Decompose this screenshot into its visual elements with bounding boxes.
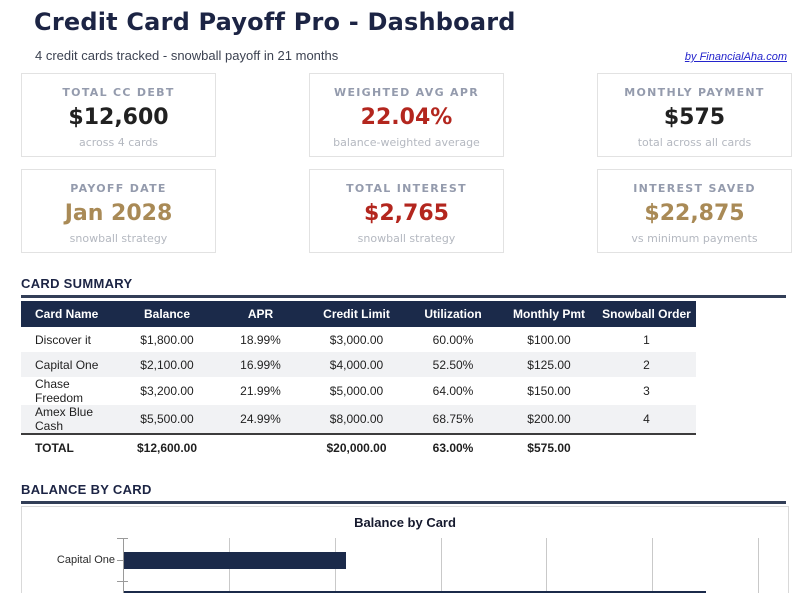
table-row: Discover it $1,800.00 18.99% $3,000.00 60.00… xyxy=(21,327,696,352)
table-cell: $2,100.00 xyxy=(140,357,194,372)
table-cell: $5,000.00 xyxy=(329,384,384,398)
table-cell: $100.00 xyxy=(527,332,571,347)
chart-title: Balance by Card xyxy=(354,515,456,530)
metric-subtext: across 4 cards xyxy=(78,136,159,149)
table-cell: 4 xyxy=(643,412,650,426)
chart-gridline xyxy=(652,538,653,593)
balance-by-card-chart: Balance by Card Capital OneAmex Blue Cas… xyxy=(21,506,789,593)
chart-y-tick xyxy=(117,581,128,582)
metric-label: WEIGHTED AVG APR xyxy=(334,86,479,99)
table-cell: 21.99% xyxy=(240,384,281,398)
metric-value: $12,600 xyxy=(68,105,169,130)
table-cell: $3,200.00 xyxy=(140,384,194,398)
table-header-row: Card Name Balance APR Credit Limit Utilizati… xyxy=(21,301,696,327)
metric-label: TOTAL INTEREST xyxy=(346,182,467,195)
metric-subtext: total across all cards xyxy=(637,136,752,149)
metrics-grid: TOTAL CC DEBT $12,600 across 4 cards WEI… xyxy=(21,73,792,253)
column-header: Snowball Order xyxy=(597,301,696,327)
chart-bar xyxy=(124,552,346,569)
table-cell: Amex Blue Cash xyxy=(35,405,94,433)
table-cell: 18.99% xyxy=(240,332,281,347)
table-cell: 68.75% xyxy=(432,412,474,426)
table-row: Amex Blue Cash $5,500.00 24.99% $8,000.00 68… xyxy=(21,405,696,434)
total-cell: $20,000.00 xyxy=(308,433,405,460)
metric-subtext: balance-weighted average xyxy=(333,136,480,149)
table-cell: Discover it xyxy=(35,332,92,347)
table-cell: Capital One xyxy=(35,357,99,372)
table-cell: $150.00 xyxy=(527,384,571,398)
table-cell: $4,000.00 xyxy=(329,357,384,372)
metric-subtext: snowball strategy xyxy=(357,232,456,245)
chart-bar xyxy=(124,591,706,593)
column-header: APR xyxy=(213,301,308,327)
metric-subtext: snowball strategy xyxy=(69,232,168,245)
table-cell: 64.00% xyxy=(432,384,474,398)
table-cell: 3 xyxy=(643,384,650,398)
table-cell: $200.00 xyxy=(527,412,571,426)
metric-label: INTEREST SAVED xyxy=(633,182,756,195)
metric-value: $2,765 xyxy=(364,201,449,226)
table-cell: $8,000.00 xyxy=(329,412,384,426)
table-row: Capital One $2,100.00 16.99% $4,000.00 52.50… xyxy=(21,352,696,377)
section-heading-balance-by-card: BALANCE BY CARD xyxy=(21,482,152,497)
column-header: Credit Limit xyxy=(308,301,405,327)
metric-card-interest-saved: INTEREST SAVED $22,875 vs minimum paymen… xyxy=(597,169,792,253)
table-cell: $3,000.00 xyxy=(329,332,384,347)
metric-label: TOTAL CC DEBT xyxy=(62,86,175,99)
metric-card-payoff-date: PAYOFF DATE Jan 2028 snowball strategy xyxy=(21,169,216,253)
page-title: Credit Card Payoff Pro - Dashboard xyxy=(34,8,516,36)
total-cell xyxy=(597,433,696,460)
metric-card-total-interest: TOTAL INTEREST $2,765 snowball strategy xyxy=(309,169,504,253)
table-cell: 24.99% xyxy=(240,412,281,426)
table-cell: 1 xyxy=(643,332,650,347)
total-cell xyxy=(213,433,308,460)
table-total-row: TOTAL $12,600.00 $20,000.00 63.00% $575.00 xyxy=(21,433,696,460)
metric-value: 22.04% xyxy=(360,105,453,130)
card-summary-table: Card Name Balance APR Credit Limit Utilizati… xyxy=(21,301,696,460)
header-subrow: 4 credit cards tracked - snowball payoff… xyxy=(35,48,787,63)
section-divider xyxy=(21,501,786,504)
chart-gridline xyxy=(441,538,442,593)
table-cell: 60.00% xyxy=(432,332,474,347)
total-cell: $575.00 xyxy=(501,433,597,460)
chart-category-label: Capital One xyxy=(56,554,115,566)
metric-card-monthly-payment: MONTHLY PAYMENT $575 total across all ca… xyxy=(597,73,792,157)
table-cell: $1,800.00 xyxy=(140,332,194,347)
table-cell: 16.99% xyxy=(240,357,281,372)
total-cell: $12,600.00 xyxy=(121,433,213,460)
metric-value: Jan 2028 xyxy=(64,201,173,226)
total-cell: 63.00% xyxy=(405,433,501,460)
chart-y-axis xyxy=(123,538,124,593)
chart-y-tick xyxy=(117,538,128,539)
column-header: Balance xyxy=(121,301,213,327)
metric-card-weighted-avg-apr: WEIGHTED AVG APR 22.04% balance-weighted… xyxy=(309,73,504,157)
chart-y-tick xyxy=(117,560,128,561)
section-divider xyxy=(21,295,786,298)
metric-card-total-cc-debt: TOTAL CC DEBT $12,600 across 4 cards xyxy=(21,73,216,157)
metric-label: MONTHLY PAYMENT xyxy=(624,86,765,99)
metric-value: $575 xyxy=(663,105,726,130)
column-header: Card Name xyxy=(21,301,121,327)
metric-subtext: vs minimum payments xyxy=(631,232,758,245)
table-row: Chase Freedom $3,200.00 21.99% $5,000.00 64.… xyxy=(21,377,696,405)
table-cell: 52.50% xyxy=(432,357,474,372)
column-header: Utilization xyxy=(405,301,501,327)
metric-value: $22,875 xyxy=(644,201,745,226)
table-cell: 2 xyxy=(643,357,650,372)
table-cell: Chase Freedom xyxy=(35,377,84,405)
metric-label: PAYOFF DATE xyxy=(70,182,167,195)
subtitle: 4 credit cards tracked - snowball payoff… xyxy=(35,48,339,63)
chart-gridline xyxy=(546,538,547,593)
total-cell: TOTAL xyxy=(21,433,121,460)
column-header: Monthly Pmt xyxy=(501,301,597,327)
table-cell: $5,500.00 xyxy=(140,412,194,426)
table-cell: $125.00 xyxy=(527,357,571,372)
brand-link[interactable]: by FinancialAha.com xyxy=(684,51,787,63)
dashboard-page: Credit Card Payoff Pro - Dashboard 4 cre… xyxy=(0,7,800,593)
chart-gridline xyxy=(758,538,759,593)
section-heading-card-summary: CARD SUMMARY xyxy=(21,276,133,291)
